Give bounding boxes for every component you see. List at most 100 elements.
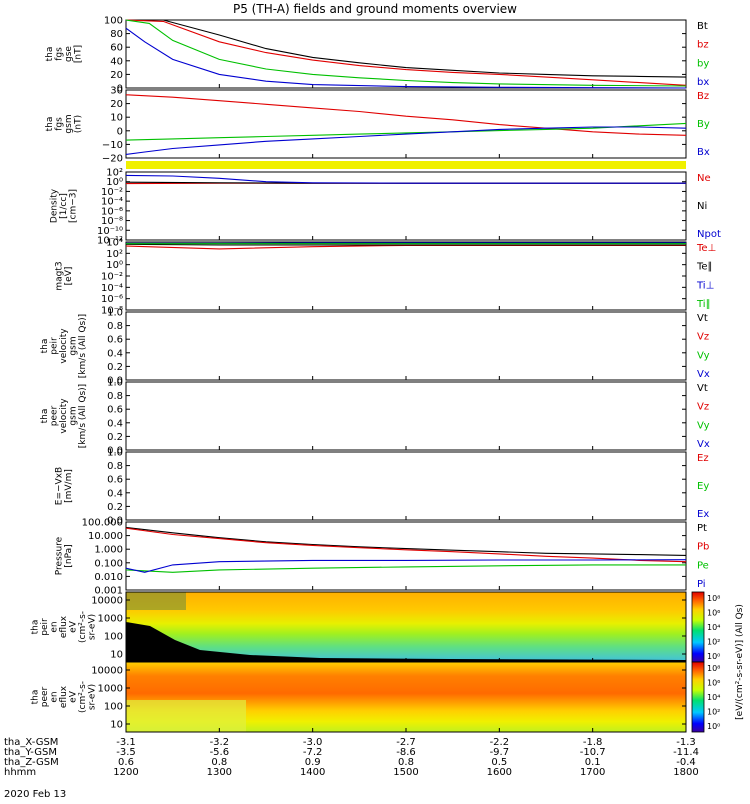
y-tick-label: 10 [110,720,123,731]
y-tick-label: 0.6 [107,335,123,346]
ephemeris-value: 1700 [580,767,605,778]
y-tick-label: 10⁻⁴ [101,283,123,294]
y-tick-label: 1.0 [107,308,123,319]
date-label: 2020 Feb 13 [4,789,66,800]
legend-entry: bz [697,40,709,51]
y-tick-label: 100 [104,16,123,27]
y-axis-label: sr-eV) [88,684,98,710]
legend-entry: Vy [697,350,710,361]
legend-entry: Ti∥ [696,299,711,310]
legend-entry: Pe [697,560,709,571]
panel-frame-peir-vel [126,312,686,380]
y-tick-label: 10.000 [88,531,123,542]
y-axis-label: tha [31,620,41,635]
colorbar-top [692,592,704,662]
ephemeris-value: 1400 [300,767,325,778]
y-axis-label: (cm²-s- [78,681,88,713]
legend-entry: Ex [697,509,709,520]
y-axis-label: magt3 [54,261,64,290]
quality-flag-bar [126,161,686,169]
ephemeris-value: 1200 [113,767,138,778]
colorbar-tick: 10⁴ [707,693,720,702]
colorbar-tick: 10⁸ [707,664,720,673]
y-tick-label: 10000 [91,596,123,607]
ephemeris-row-label: hhmm [4,767,36,778]
y-axis-label: tha [45,47,55,62]
y-axis-label: [nPa] [64,544,74,567]
y-tick-label: 40 [110,56,123,67]
y-axis-label: [nT] [73,45,83,63]
y-axis-label: peer [50,405,60,426]
y-tick-label: 0.4 [107,348,123,359]
legend-entry: Ni [697,201,707,212]
y-tick-label: 0.6 [107,475,123,486]
panel-frame-efield [126,452,686,520]
y-tick-label: 0.100 [94,558,123,569]
series-fgs-gsm-Bz [126,95,686,136]
y-tick-label: −10 [102,140,123,151]
legend-entry: Pt [697,523,707,534]
y-tick-label: 60 [110,43,123,54]
colorbar-tick: 10² [707,638,720,647]
legend-entry: Te⊥ [696,243,716,254]
legend-entry: Ez [697,453,709,464]
y-axis-label: tha [45,117,55,132]
y-tick-label: 0.2 [107,432,123,443]
y-axis-label: gse [64,46,74,62]
y-tick-label: 10⁴ [106,238,123,249]
y-axis-label: Density [50,188,60,223]
y-tick-label: 100.000 [82,518,123,529]
y-axis-label: fgs [54,117,64,131]
y-tick-label: 0.4 [107,488,123,499]
series-pressure-Pb [126,528,686,562]
panel-frame-peer-vel [126,382,686,450]
y-axis-label: [cm−3] [69,189,79,223]
legend-entry: Npot [697,229,721,240]
legend-entry: Vz [697,402,709,413]
y-axis-label: (cm²-s- [78,611,88,643]
y-axis-label: eV [69,690,79,703]
y-axis-label: gsm [69,406,79,425]
y-axis-label: (nT) [73,115,83,133]
y-axis-label: [km/s (All Qs)] [78,384,88,448]
series-fgs-gse-bx [126,28,686,88]
colorbar-tick: 10⁰ [707,722,720,731]
y-axis-label: peer [40,686,50,707]
y-axis-label: en [50,621,60,632]
ephemeris-value: 1800 [673,767,698,778]
y-tick-label: 20 [110,99,123,110]
y-axis-label: peir [50,337,60,355]
y-axis-label: [eV] [64,267,74,286]
y-axis-label: fgs [54,47,64,61]
y-axis-label: gsm [69,336,79,355]
ephemeris-value: 1600 [487,767,512,778]
series-pressure-Pt [126,527,686,555]
y-tick-label: 100 [104,632,123,643]
y-tick-label: 0.8 [107,321,123,332]
colorbar-tick: 10² [707,708,720,717]
y-tick-label: 0 [117,126,123,137]
y-tick-label: 20 [110,70,123,81]
y-axis-label: [mV/m] [64,469,74,503]
y-axis-label: eV [69,620,79,633]
series-fgs-gsm-Bx [126,127,686,154]
y-axis-label: velocity [59,328,69,364]
legend-entry: Pi [697,579,706,590]
y-axis-label: peir [40,618,50,636]
legend-entry: Bt [697,21,708,32]
y-tick-label: 1.000 [94,545,123,556]
y-tick-label: 0.8 [107,461,123,472]
y-tick-label: 30 [110,86,123,97]
colorbar-tick: 10⁸ [707,594,720,603]
colorbar-bottom [692,662,704,732]
y-axis-label: eflux [59,685,69,708]
y-axis-label: tha [40,409,50,424]
y-tick-label: 100 [104,702,123,713]
y-tick-label: 10 [110,650,123,661]
y-tick-label: 0.8 [107,391,123,402]
legend-entry: Pb [697,542,709,553]
colorbar-tick: 10⁶ [707,679,720,688]
panel-frame-temp [126,242,686,310]
y-tick-label: 10⁰ [106,260,123,271]
y-axis-label: [1/cc] [59,193,69,219]
